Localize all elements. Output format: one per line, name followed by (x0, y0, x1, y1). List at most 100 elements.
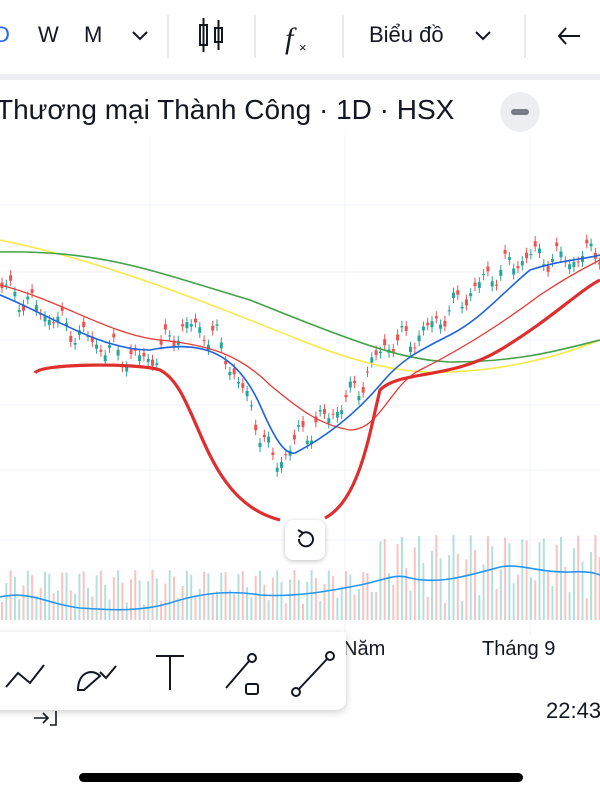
candle-body (292, 434, 296, 440)
candle-body (370, 357, 374, 363)
fx-icon[interactable]: f (285, 22, 297, 55)
volume-bar (568, 592, 571, 620)
volume-bar (577, 535, 580, 620)
candle-body (383, 339, 387, 346)
candle-body (241, 383, 245, 388)
volume-bar (164, 583, 167, 620)
interval-w[interactable]: W (38, 22, 59, 47)
volume-bar (443, 602, 446, 620)
volume-bar (220, 572, 223, 620)
candle-body (4, 284, 8, 286)
volume-bar (474, 549, 476, 620)
volume-bar (39, 588, 42, 620)
volume-bar (435, 535, 438, 620)
candle-body (202, 340, 206, 342)
candle-body (520, 261, 524, 266)
candle-body (576, 261, 580, 263)
reset-button[interactable] (285, 520, 325, 560)
candle-body (507, 257, 511, 260)
drawing-toolbar (0, 632, 346, 710)
interval-m[interactable]: M (84, 22, 103, 47)
candle-body (129, 349, 133, 355)
candle-body (198, 327, 202, 333)
volume-bar (173, 576, 175, 620)
candle-body (443, 320, 447, 327)
volume-bar (319, 600, 322, 620)
volume-bar (142, 604, 145, 620)
volume-bar (194, 595, 197, 620)
text-tool[interactable] (156, 655, 184, 690)
candle-body (396, 334, 400, 341)
candle-body (378, 351, 382, 354)
trend-tool[interactable] (5, 664, 45, 688)
candle-body (361, 387, 365, 393)
candle-body (533, 241, 537, 247)
volume-bar (353, 594, 356, 620)
candle-body (189, 324, 193, 327)
exit-icon[interactable] (30, 708, 70, 728)
ma-green (0, 251, 600, 363)
volume-bar (69, 590, 72, 620)
candle-body (503, 249, 507, 254)
candle-body (116, 349, 120, 356)
candle-body (95, 344, 99, 349)
candle-body (327, 418, 331, 424)
symbol-title: Thương mại Thành Công · 1D · HSX (0, 94, 455, 125)
volume-bar (13, 576, 16, 620)
volume-bar (284, 603, 287, 620)
candle-body (353, 380, 357, 384)
candle-body (555, 242, 559, 247)
candle-body (133, 349, 137, 351)
volume-bar (538, 541, 541, 620)
candle-body (146, 358, 150, 363)
volume-bar (469, 535, 472, 620)
volume-bar (160, 601, 163, 620)
volume-bar (216, 591, 218, 620)
volume-bar (224, 572, 227, 620)
volume-bar (280, 582, 283, 620)
candle-body (314, 416, 318, 423)
candle-body (172, 340, 176, 347)
volume-bar (207, 573, 210, 620)
volume-bar (452, 535, 455, 620)
line-tool[interactable] (297, 657, 329, 691)
measure-tool[interactable] (225, 659, 251, 689)
candle-body (99, 349, 103, 352)
volume-bar (246, 587, 249, 620)
candle-body (490, 281, 494, 287)
candle-body (232, 368, 236, 375)
volume-bar (147, 581, 150, 620)
candle-body (52, 322, 56, 324)
chevron[interactable] (132, 31, 148, 41)
volume-bar (302, 603, 304, 620)
volume-bar (104, 585, 107, 620)
candle-body (60, 307, 64, 311)
chevron[interactable] (475, 31, 491, 41)
candle-body (185, 322, 189, 329)
volume-bar (590, 551, 593, 620)
undo[interactable] (557, 27, 580, 45)
candle-body (538, 248, 541, 254)
candle-body (103, 355, 107, 362)
candle-body (138, 355, 142, 362)
volume-bar (345, 571, 347, 620)
candle-icon[interactable] (199, 18, 223, 52)
candle-body (331, 413, 335, 415)
volume-bar (542, 538, 545, 620)
collapse-button[interactable] (500, 92, 540, 132)
candle-body (400, 325, 404, 328)
candle-body (348, 381, 352, 388)
volume-bar (203, 571, 206, 620)
volume-bar (61, 572, 64, 620)
volume-bar (155, 578, 158, 620)
chart-type[interactable]: Biểu đồ (369, 22, 444, 47)
candle-body (335, 411, 339, 418)
volume-bar (418, 535, 421, 620)
volume-bar (456, 553, 459, 620)
candle-body (323, 409, 326, 414)
candle-body (13, 291, 17, 297)
interval-d[interactable]: D (0, 22, 10, 47)
volume-bar (525, 540, 528, 620)
brush-tool[interactable] (76, 665, 117, 691)
volume-bar (482, 564, 485, 620)
